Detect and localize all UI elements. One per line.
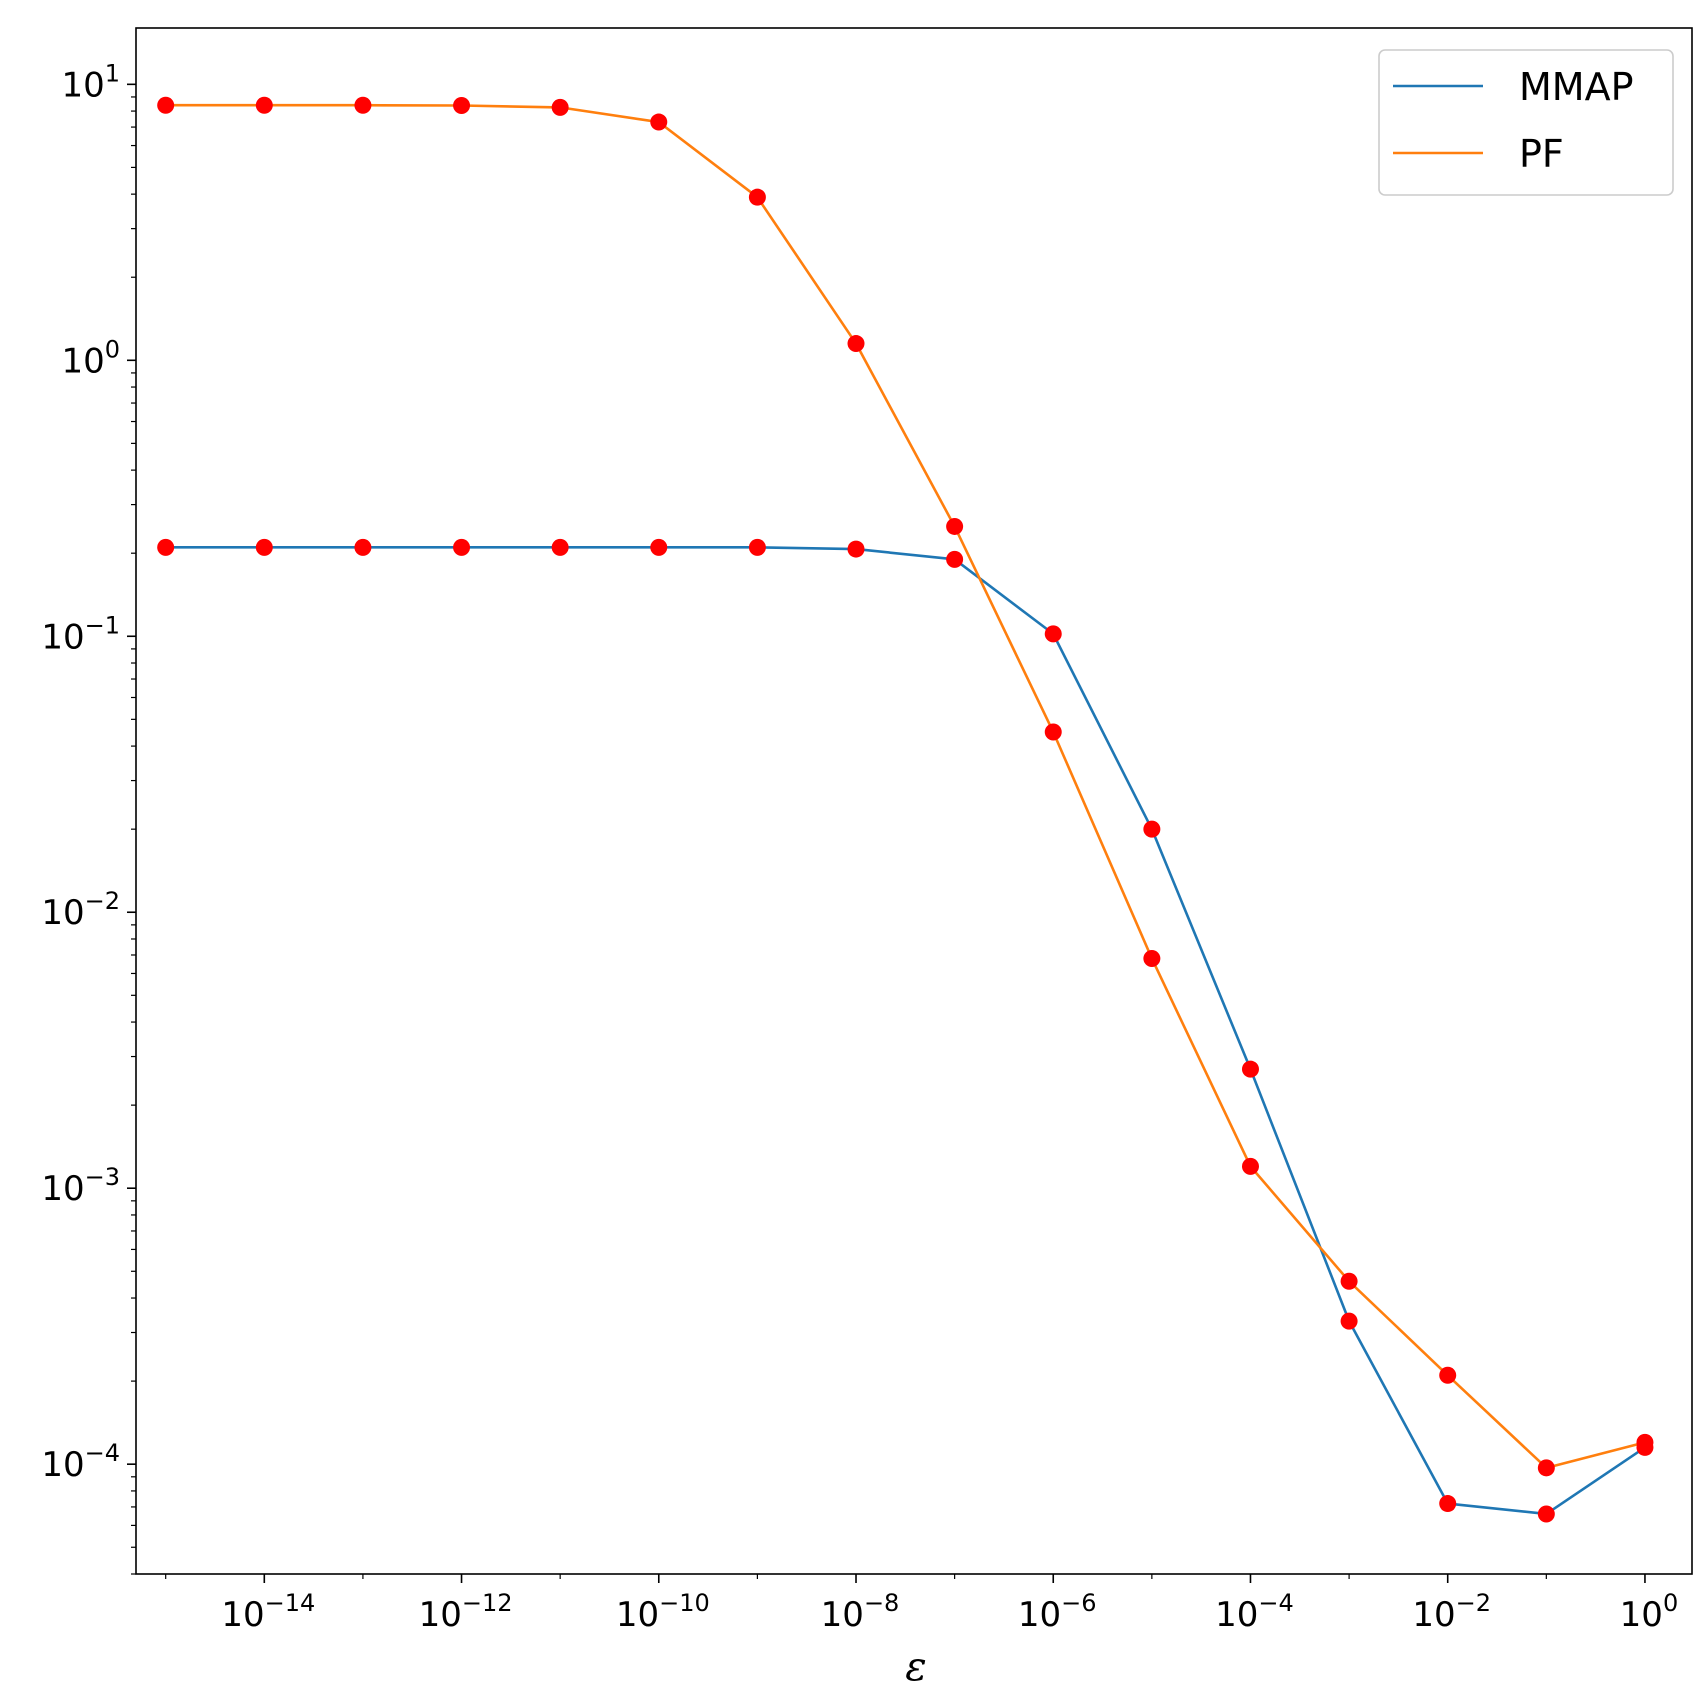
x-tick-label: 10−8	[821, 1589, 900, 1635]
data-point-mmap	[453, 538, 471, 556]
legend-label: MMAP	[1519, 65, 1633, 109]
data-point-mmap	[946, 550, 964, 568]
y-tick-label: 10−4	[41, 1439, 120, 1485]
data-point-mmap	[1340, 1312, 1358, 1330]
data-point-pf	[1537, 1459, 1555, 1477]
data-point-pf	[1439, 1366, 1457, 1384]
x-tick-label: 10−14	[221, 1589, 315, 1635]
data-point-mmap	[1044, 625, 1062, 643]
data-point-pf	[847, 335, 865, 353]
data-point-mmap	[551, 538, 569, 556]
data-point-pf	[1241, 1157, 1259, 1175]
x-axis-label: ε	[905, 1644, 926, 1690]
plot-frame	[135, 27, 1693, 1575]
data-point-pf	[157, 96, 175, 114]
marker-layer	[157, 96, 1654, 1523]
data-point-pf	[1143, 949, 1161, 967]
data-point-mmap	[1439, 1495, 1457, 1513]
data-point-mmap	[847, 540, 865, 558]
series-line-pf	[165, 103, 1646, 1470]
legend: MMAP PF	[1378, 49, 1674, 196]
y-tick-label: 10−2	[41, 887, 120, 933]
data-point-pf	[551, 98, 569, 116]
data-point-pf	[650, 113, 668, 131]
data-point-pf	[255, 96, 273, 114]
y-tick-label: 10−1	[41, 611, 120, 657]
legend-label: PF	[1519, 132, 1564, 176]
x-tick-label: 10−6	[1018, 1589, 1097, 1635]
y-tick-label: 10−3	[41, 1163, 120, 1209]
data-point-pf	[1340, 1272, 1358, 1290]
data-point-mmap	[157, 538, 175, 556]
x-tick-label: 10−10	[616, 1589, 710, 1635]
data-point-mmap	[1241, 1060, 1259, 1078]
data-point-mmap	[1143, 820, 1161, 838]
x-tick-label: 100	[1620, 1589, 1679, 1635]
data-point-mmap	[650, 538, 668, 556]
data-point-pf	[1636, 1433, 1654, 1451]
data-point-pf	[748, 188, 766, 206]
tick-layer: 10−14 10−12 10−10 10−8 10−6 10−4 10−2 100 101 100…	[41, 59, 1678, 1635]
data-point-mmap	[255, 538, 273, 556]
x-tick-label: 10−4	[1215, 1589, 1294, 1635]
data-point-mmap	[748, 538, 766, 556]
data-point-pf	[453, 97, 471, 115]
series-line-mmap	[165, 546, 1646, 1516]
x-tick-label: 10−12	[419, 1589, 513, 1635]
y-tick-label: 101	[61, 59, 120, 105]
data-point-mmap	[1537, 1505, 1555, 1523]
series-layer	[165, 103, 1646, 1516]
data-point-pf	[1044, 723, 1062, 741]
data-point-mmap	[354, 538, 372, 556]
data-point-pf	[354, 96, 372, 114]
y-tick-label: 100	[61, 335, 120, 381]
x-tick-label: 10−2	[1412, 1589, 1491, 1635]
data-point-pf	[946, 517, 964, 535]
